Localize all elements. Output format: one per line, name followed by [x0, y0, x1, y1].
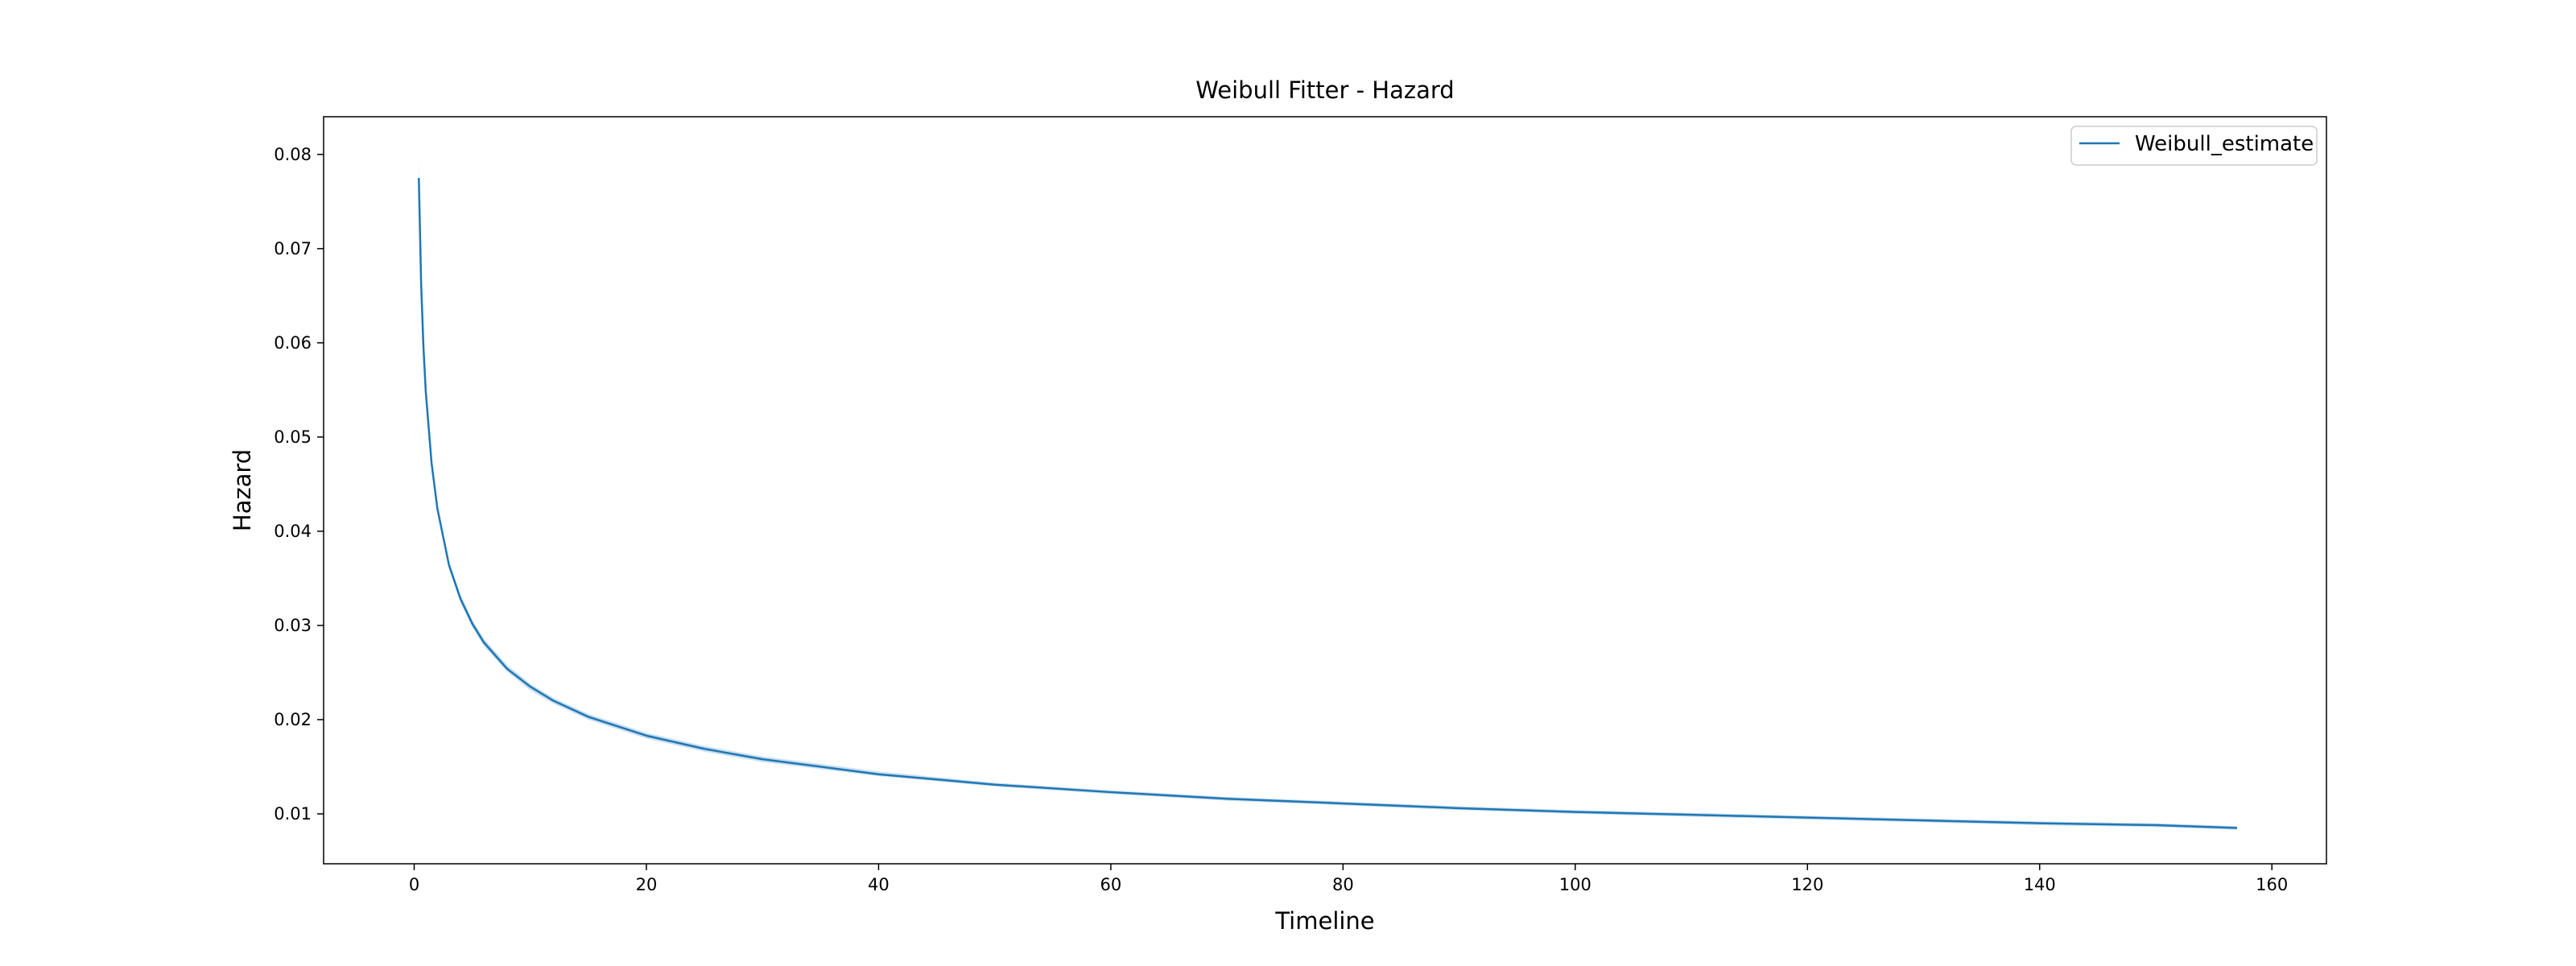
y-axis-label: Hazard [229, 449, 256, 531]
y-tick-label: 0.02 [274, 710, 312, 729]
series-line-weibull-estimate [418, 178, 2237, 829]
plot-frame [323, 116, 2327, 865]
legend: Weibull_estimate [2070, 126, 2318, 166]
y-tick-label: 0.08 [274, 145, 312, 164]
confidence-band-layer [419, 159, 2237, 830]
x-tick-label: 60 [1100, 875, 1122, 894]
legend-label-weibull-estimate: Weibull_estimate [2135, 132, 2314, 156]
x-tick-label: 80 [1332, 875, 1354, 894]
x-tick-label: 120 [1791, 875, 1823, 894]
x-tick-label: 140 [2024, 875, 2056, 894]
x-tick-label: 160 [2256, 875, 2288, 894]
x-axis-label: Timeline [1274, 907, 1374, 935]
x-tick-label: 100 [1559, 875, 1591, 894]
series-line-layer [418, 178, 2237, 829]
x-tick-label: 40 [868, 875, 890, 894]
y-tick-label: 0.06 [274, 333, 312, 353]
y-tick-label: 0.03 [274, 616, 312, 635]
y-tick-label: 0.01 [274, 804, 312, 824]
y-tick-label: 0.04 [274, 522, 312, 541]
chart-title: Weibull Fitter - Hazard [1195, 76, 1454, 104]
x-tick-label: 0 [409, 875, 419, 894]
y-tick-label: 0.07 [274, 239, 312, 258]
confidence-band [419, 159, 2237, 830]
y-tick-label: 0.05 [274, 427, 312, 447]
x-tick-label: 20 [636, 875, 658, 894]
x-axis-ticks: 0 20 40 60 80 100 120 140 160 [409, 864, 2288, 894]
y-axis-ticks: 0.01 0.02 0.03 0.04 0.05 0.06 0.07 0.08 [274, 145, 324, 824]
legend-box [2070, 126, 2318, 166]
